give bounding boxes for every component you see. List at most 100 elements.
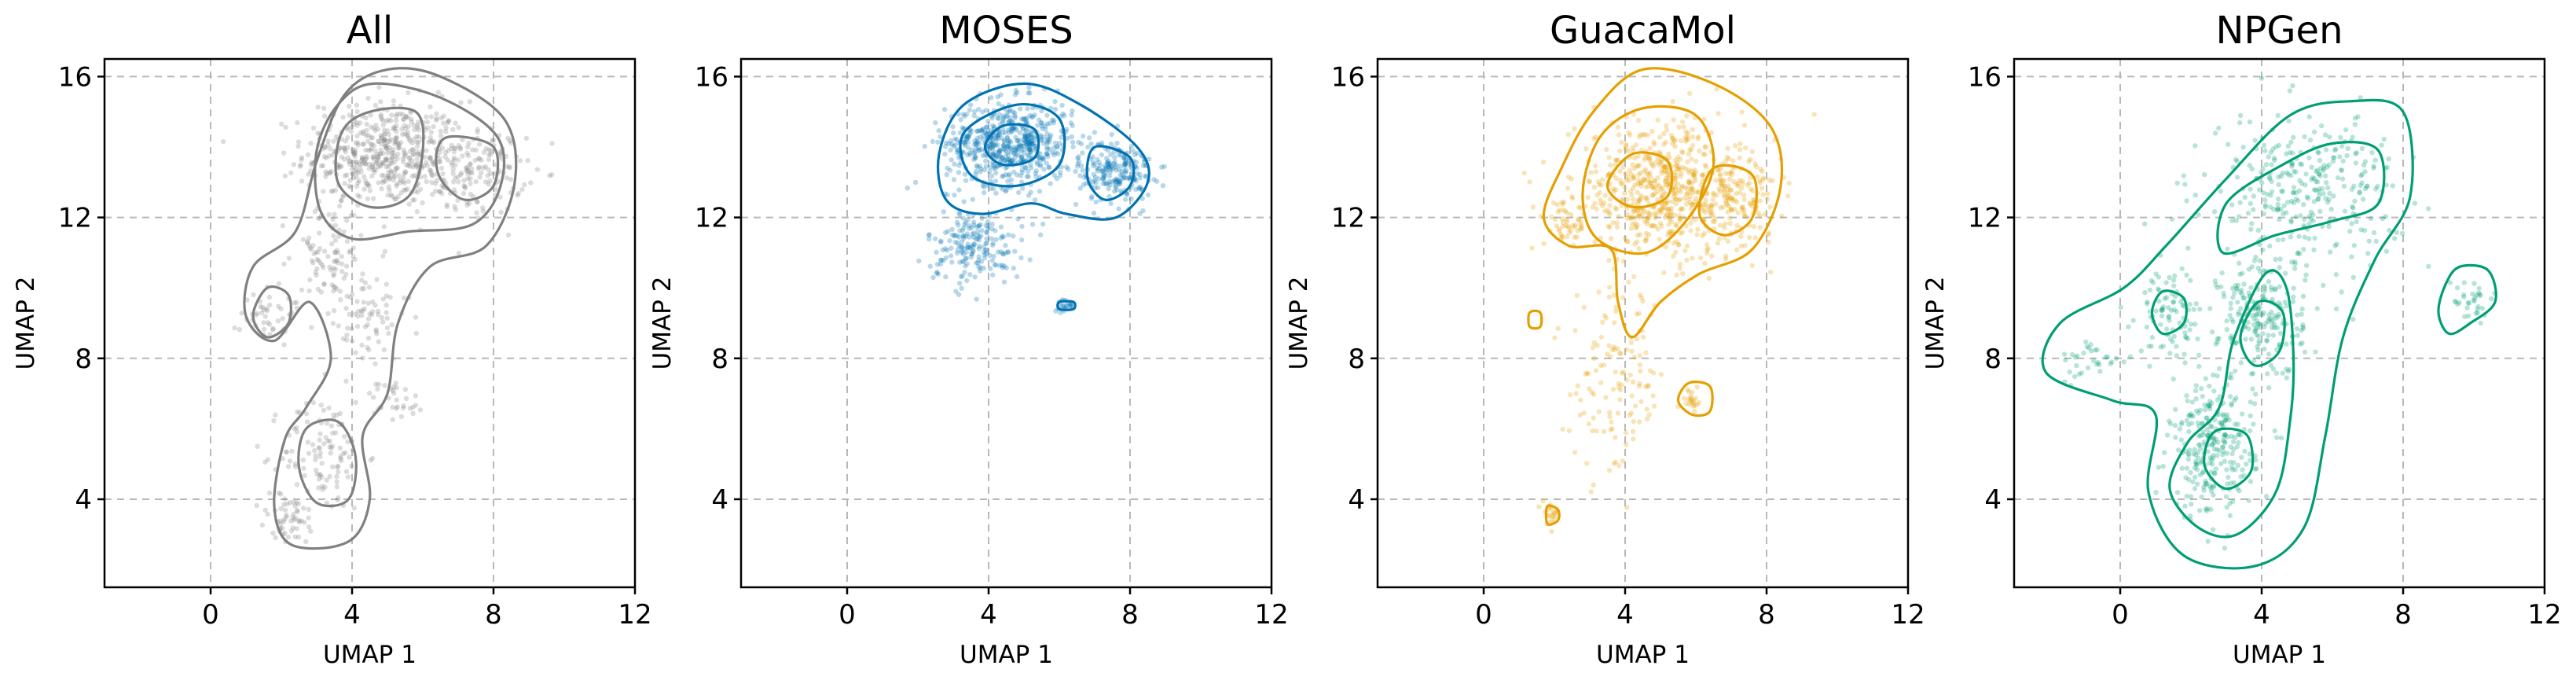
scatter-point xyxy=(2266,278,2272,285)
scatter-point xyxy=(2275,206,2281,211)
scatter-point xyxy=(2229,317,2235,322)
scatter-point xyxy=(973,156,978,161)
scatter-point xyxy=(2149,334,2156,340)
scatter-point xyxy=(969,243,974,248)
scatter-point xyxy=(1636,311,1642,316)
scatter-point xyxy=(996,101,1002,106)
scatter-point xyxy=(2185,245,2191,251)
scatter-point xyxy=(2174,180,2180,186)
scatter-point xyxy=(409,147,416,153)
scatter-point xyxy=(978,134,983,140)
scatter-point xyxy=(2277,264,2282,270)
scatter-point xyxy=(1043,127,1048,132)
scatter-point xyxy=(497,152,504,157)
scatter-point xyxy=(1735,181,1741,186)
scatter-point xyxy=(2326,224,2332,230)
scatter-point xyxy=(1624,442,1629,447)
scatter-point xyxy=(2479,305,2485,311)
scatter-point xyxy=(2412,200,2418,206)
scatter-point xyxy=(414,144,420,149)
scatter-point xyxy=(960,252,967,257)
scatter-point xyxy=(943,140,949,145)
scatter-point xyxy=(1696,399,1701,406)
scatter-point xyxy=(2298,213,2303,219)
scatter-point xyxy=(1735,210,1741,215)
scatter-point xyxy=(1075,161,1081,167)
scatter-point xyxy=(2062,351,2068,357)
scatter-point xyxy=(1723,158,1728,164)
scatter-point xyxy=(386,131,391,138)
scatter-point xyxy=(2323,173,2328,178)
scatter-point xyxy=(2271,156,2277,161)
scatter-point xyxy=(325,138,331,144)
scatter-point xyxy=(395,145,402,150)
scatter-point xyxy=(373,381,379,387)
scatter-point xyxy=(1033,171,1038,176)
scatter-point xyxy=(1039,138,1044,143)
scatter-point xyxy=(2299,162,2305,167)
scatter-point xyxy=(2237,488,2242,494)
scatter-point xyxy=(1009,119,1015,124)
scatter-point xyxy=(464,164,470,170)
scatter-point xyxy=(381,347,387,353)
scatter-point xyxy=(2326,197,2332,202)
scatter-point xyxy=(1597,189,1603,196)
density-contour xyxy=(1056,300,1077,311)
scatter-point xyxy=(1601,362,1607,368)
scatter-point xyxy=(2284,303,2290,309)
scatter-point xyxy=(2224,318,2229,324)
scatter-point xyxy=(2230,439,2237,445)
scatter-point xyxy=(315,105,321,110)
scatter-point xyxy=(1739,109,1745,115)
scatter-point xyxy=(1661,168,1667,174)
scatter-point xyxy=(446,119,451,124)
scatter-point xyxy=(386,184,391,189)
scatter-point xyxy=(306,288,312,294)
scatter-point xyxy=(1026,143,1033,149)
scatter-point xyxy=(935,271,941,277)
scatter-point xyxy=(1029,147,1034,153)
scatter-point xyxy=(355,193,361,198)
scatter-point xyxy=(289,448,295,454)
scatter-point xyxy=(2266,154,2271,160)
scatter-point xyxy=(370,299,376,305)
scatter-point xyxy=(2289,161,2295,167)
scatter-point xyxy=(2361,162,2367,168)
scatter-point xyxy=(1722,235,1727,241)
scatter-point xyxy=(1741,211,1747,216)
scatter-point xyxy=(1652,178,1657,184)
scatter-point xyxy=(2177,426,2182,432)
scatter-point xyxy=(1759,186,1765,191)
scatter-point xyxy=(2237,271,2243,277)
scatter-point xyxy=(947,167,953,173)
scatter-point xyxy=(351,121,357,127)
scatter-point xyxy=(369,135,376,141)
scatter-point xyxy=(2286,118,2292,124)
scatter-point xyxy=(306,506,311,513)
scatter-point xyxy=(1638,179,1644,186)
scatter-point xyxy=(2205,449,2211,454)
scatter-point xyxy=(1659,223,1664,229)
density-contour xyxy=(314,82,506,241)
scatter-point xyxy=(376,84,382,90)
scatter-point xyxy=(2171,283,2177,289)
scatter-point xyxy=(264,306,270,311)
scatter-point xyxy=(1729,171,1734,178)
scatter-point xyxy=(1646,179,1653,185)
scatter-point xyxy=(365,300,372,306)
scatter-point xyxy=(295,501,302,506)
scatter-point xyxy=(1054,144,1060,149)
scatter-point xyxy=(330,216,336,222)
scatter-point xyxy=(327,473,332,480)
scatter-point xyxy=(1023,138,1029,145)
scatter-point xyxy=(334,479,339,485)
scatter-point xyxy=(1004,113,1011,119)
scatter-point xyxy=(1565,210,1570,216)
scatter-point xyxy=(1725,197,1731,203)
density-contours xyxy=(1527,67,1784,526)
scatter-point xyxy=(1659,207,1664,212)
scatter-point xyxy=(1579,226,1585,232)
scatter-point xyxy=(1737,147,1743,153)
scatter-point xyxy=(2277,330,2284,336)
scatter-point xyxy=(295,509,300,514)
